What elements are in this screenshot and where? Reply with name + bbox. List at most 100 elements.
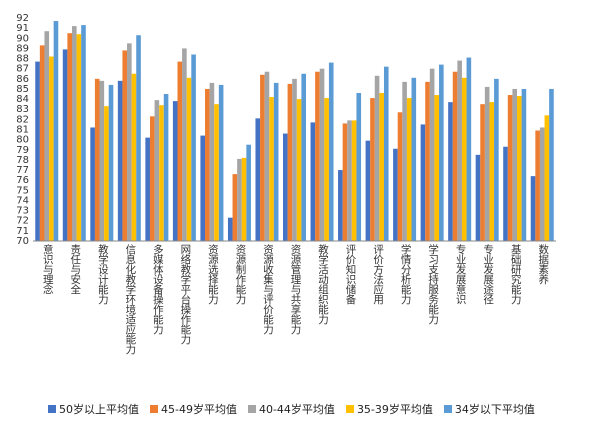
bar <box>351 120 357 241</box>
legend-label: 34岁以下平均值 <box>454 403 535 416</box>
x-tick-label: 资源收集与评价能力 <box>262 244 274 335</box>
bar <box>131 73 137 241</box>
bar <box>484 86 490 242</box>
bar <box>452 71 458 241</box>
bar <box>81 25 86 241</box>
bar <box>356 93 362 241</box>
bar <box>535 130 540 241</box>
bar <box>324 98 329 241</box>
bar <box>379 93 384 241</box>
x-tick-label: 基础研究能力 <box>510 243 522 305</box>
bar <box>71 26 77 241</box>
x-tick-label: 信息化教学环境适应能力 <box>124 244 136 355</box>
x-tick-label: 数据素养 <box>537 243 549 285</box>
bar <box>205 88 210 241</box>
bar <box>347 120 352 241</box>
x-tick-label: 学情分析能力 <box>400 243 412 305</box>
y-tick-label: 75 <box>16 185 29 196</box>
bar <box>273 82 279 242</box>
bar <box>461 77 467 241</box>
bar <box>448 102 453 241</box>
bar <box>434 95 440 241</box>
legend-item-34-under: 34岁以下平均值 <box>443 401 535 417</box>
bar <box>145 137 150 241</box>
bar <box>227 217 233 241</box>
bar <box>186 77 192 241</box>
legend-item-40-44: 40-44岁平均值 <box>247 401 335 417</box>
bar <box>49 56 54 241</box>
bar <box>425 81 430 241</box>
x-tick-label: 责任与安全 <box>69 243 81 294</box>
bar <box>287 83 293 241</box>
bar <box>108 84 114 242</box>
bar <box>53 21 59 241</box>
x-tick-label: 资源选择能力 <box>207 244 219 305</box>
bar <box>420 124 426 241</box>
bar <box>214 104 219 241</box>
bar <box>517 96 522 241</box>
bar <box>374 75 380 241</box>
x-tick-label: 专业发展途径 <box>482 243 494 305</box>
y-tick-label: 71 <box>16 226 29 237</box>
bar <box>328 62 334 241</box>
y-tick-label: 76 <box>16 175 29 186</box>
bar <box>159 105 164 241</box>
bar <box>521 88 527 241</box>
legend-label: 45-49岁平均值 <box>161 403 237 416</box>
bar <box>402 81 407 241</box>
legend-swatch <box>247 405 256 413</box>
bar <box>191 54 196 241</box>
bar <box>397 112 403 242</box>
x-tick-label: 评价方法应用 <box>372 244 384 305</box>
y-tick-label: 92 <box>16 13 29 24</box>
bar <box>512 88 518 241</box>
bar <box>172 101 178 242</box>
x-tick-label: 网络教学平台操作能力 <box>179 244 191 345</box>
bar <box>315 71 320 241</box>
y-tick-label: 74 <box>16 195 29 206</box>
bar <box>154 100 160 241</box>
x-tick-label: 资源制作能力 <box>234 244 246 305</box>
bar <box>104 106 109 241</box>
bar <box>503 146 508 241</box>
y-tick-label: 88 <box>16 54 29 65</box>
bar <box>122 50 128 241</box>
bar <box>466 57 472 241</box>
bar <box>127 43 132 242</box>
y-tick-label: 84 <box>16 94 29 105</box>
bar <box>200 135 206 241</box>
legend-swatch <box>345 405 354 413</box>
bar <box>365 140 371 241</box>
bar <box>539 127 545 241</box>
bar <box>255 118 261 241</box>
bar <box>260 74 265 241</box>
legend-swatch <box>150 405 158 413</box>
x-tick-label: 专业发展意识 <box>455 243 467 305</box>
bar <box>209 82 215 242</box>
bar <box>241 157 247 241</box>
bar <box>370 98 375 241</box>
bar <box>44 31 50 242</box>
y-tick-label: 77 <box>16 165 29 176</box>
y-tick-label: 90 <box>16 33 29 44</box>
bar <box>283 133 288 241</box>
bar <box>136 35 141 242</box>
legend-swatch <box>48 405 56 413</box>
bar <box>383 66 389 242</box>
bar <box>163 94 169 242</box>
y-tick-label: 87 <box>16 64 29 75</box>
bar <box>117 80 123 241</box>
bar <box>296 99 302 241</box>
grouped-bar-chart: 7071727374757677787980818283848586878889… <box>16 13 556 355</box>
y-tick-label: 89 <box>16 43 29 54</box>
bar <box>182 48 187 241</box>
bar <box>439 64 444 241</box>
bar <box>301 73 306 241</box>
y-tick-label: 82 <box>16 114 29 125</box>
bar <box>475 154 481 241</box>
legend-swatch <box>443 405 452 413</box>
bar <box>457 60 462 241</box>
y-tick-label: 83 <box>16 104 29 115</box>
x-tick-label: 多媒体设备操作能力 <box>152 243 164 335</box>
bar <box>310 122 316 241</box>
